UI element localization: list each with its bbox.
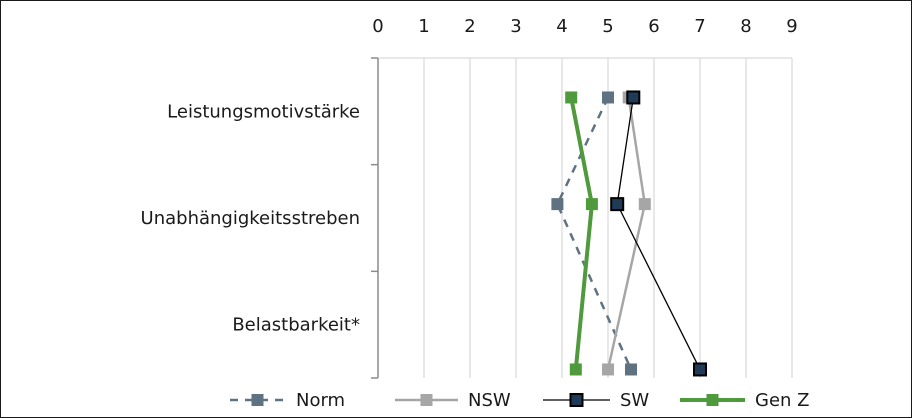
data-point [693,362,707,377]
legend-label: NSW [468,390,511,411]
data-point [569,363,582,376]
legend: Norm NSW SW Gen Z [230,390,809,411]
x-tick-label: 3 [510,16,521,37]
legend-label: Gen Z [755,390,809,411]
grid-lines [378,57,793,378]
series-line [616,97,701,370]
x-tick-label: 6 [648,16,659,37]
legend-item-norm: Norm [230,390,345,411]
series-line [556,96,633,370]
legend-label: Norm [296,390,345,411]
x-tick-labels: 0 1 2 3 4 5 6 7 8 9 [372,16,797,37]
data-point [585,198,598,211]
legend-swatch-marker [251,394,264,406]
category-labels: Leistungsmotivstärke Unabhängigkeitsstreb… [141,101,360,335]
series-gen-z [565,91,598,376]
legend-swatch-marker [420,394,433,406]
category-label: Unabhängigkeitsstreben [141,208,360,229]
x-tick-label: 5 [602,16,613,37]
legend-swatch-marker [569,393,584,407]
x-tick-label: 8 [740,16,751,37]
series-group [551,90,707,377]
data-point [602,363,614,376]
legend-swatch-marker [706,394,719,406]
category-axis [371,57,379,379]
series-sw [610,90,707,377]
legend-item-nsw: NSW [395,390,511,411]
x-tick-label: 7 [694,16,705,37]
data-point [626,90,641,105]
legend-item-sw: SW [543,390,649,411]
series-line [606,97,647,370]
data-point [565,91,578,104]
data-point [551,198,564,211]
x-tick-label: 2 [464,16,475,37]
category-label: Belastbarkeit* [232,315,360,336]
series-nsw [602,91,651,376]
data-point [602,91,614,104]
category-label: Leistungsmotivstärke [167,101,360,122]
x-tick-label: 0 [372,16,383,37]
series-norm [551,91,637,376]
legend-item-gen-z: Gen Z [680,390,809,411]
data-point [638,198,651,211]
data-point [625,363,637,376]
legend-label: SW [620,390,649,411]
x-tick-label: 1 [418,16,429,37]
x-tick-label: 4 [556,16,567,37]
x-tick-label: 9 [786,16,797,37]
data-point [610,197,625,212]
